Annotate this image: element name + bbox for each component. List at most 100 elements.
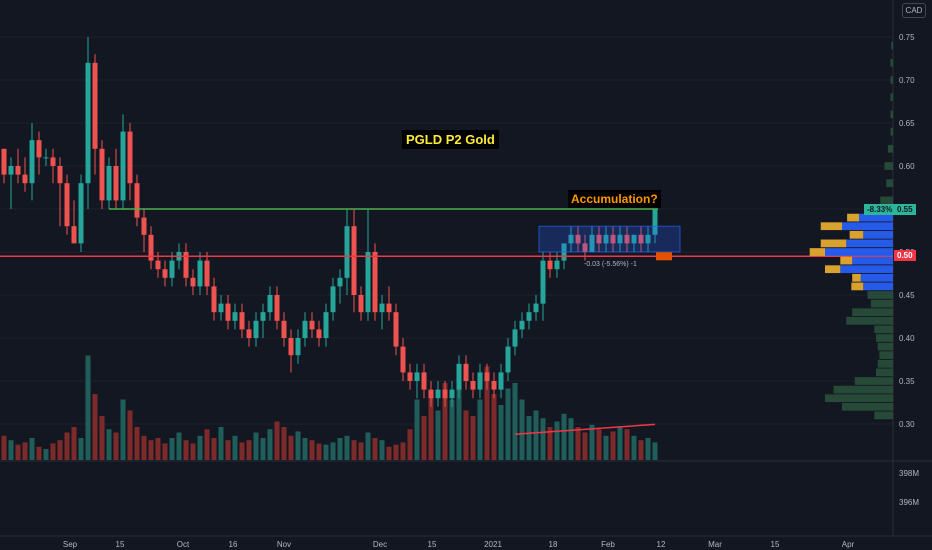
candle-body (85, 62, 91, 184)
candle-body (617, 234, 623, 244)
volume-bar (617, 427, 623, 460)
volume-bar (407, 429, 413, 460)
candle-body (477, 372, 483, 390)
volume-profile-bar (820, 239, 847, 248)
price-tick-label: 0.30 (899, 420, 915, 429)
volume-profile-bar (886, 179, 893, 188)
candle-body (645, 234, 651, 244)
candle-body (36, 140, 42, 158)
volume-bar (449, 399, 455, 460)
time-tick-label: 2021 (484, 540, 502, 549)
candle-body (330, 286, 336, 313)
candle-body (421, 372, 427, 390)
time-tick-label: Oct (177, 540, 190, 549)
volume-profile-bar (863, 282, 893, 291)
volume-bar (204, 429, 210, 460)
volume-bar (36, 446, 42, 460)
candle-body (638, 234, 644, 244)
candle-body (323, 312, 329, 338)
candle-body (624, 234, 630, 244)
candle-body (92, 62, 98, 149)
candle-body (148, 234, 154, 261)
volume-bar (71, 427, 77, 460)
volume-profile-bar (842, 222, 893, 231)
volume-downtrend-line (514, 423, 656, 435)
candle-body (379, 303, 385, 313)
volume-bar (176, 432, 182, 460)
candle-body (358, 295, 364, 313)
candle-body (449, 389, 455, 399)
range-measure-tag: -0.03 (-5.56%) -1 (584, 261, 637, 268)
volume-profile-bar (879, 351, 893, 360)
candle-body (407, 372, 413, 381)
candle-body (302, 320, 308, 338)
volume-profile-bar (852, 273, 861, 282)
volume-profile-bar (884, 162, 893, 170)
chart-title-annotation: PGLD P2 Gold (402, 130, 499, 149)
candle-body (155, 260, 161, 270)
volume-bar (344, 435, 350, 460)
volume-bar (183, 440, 189, 460)
volume-profile-bar (849, 230, 864, 239)
volume-bar (218, 427, 224, 460)
candle-body (484, 372, 490, 381)
volume-profile-bar (870, 299, 893, 308)
volume-profile-bar (840, 265, 893, 274)
candle-body (78, 183, 84, 244)
volume-profile-bar (890, 93, 893, 102)
time-tick-label: 18 (549, 540, 558, 549)
volume-bar (414, 399, 420, 460)
volume-profile-bar (874, 325, 893, 334)
candle-body (589, 234, 595, 252)
volume-bar (540, 418, 546, 460)
volume-profile-bar (876, 334, 893, 342)
candle-body (575, 234, 581, 244)
volume-bar (309, 440, 315, 460)
candle-body (603, 234, 609, 244)
candle-body (400, 346, 406, 373)
volume-bar (470, 416, 476, 460)
volume-bar (323, 444, 329, 460)
candle-body (498, 372, 504, 390)
candle-body (246, 329, 252, 338)
candle-body (190, 277, 196, 287)
volume-profile-bar (860, 273, 893, 282)
volume-bar (246, 440, 252, 460)
volume-profile-bar (877, 342, 893, 351)
volume-bar (337, 438, 343, 460)
candle-body (568, 234, 574, 244)
candle-body (512, 329, 518, 347)
candle-body (43, 157, 49, 159)
candle-body (267, 295, 273, 313)
volume-bar (575, 427, 581, 460)
volume-profile-bar (847, 213, 859, 222)
candle-body (414, 372, 420, 381)
volume-bar (134, 427, 140, 460)
currency-button[interactable]: CAD (902, 3, 926, 18)
volume-bar (484, 366, 490, 460)
candle-body (197, 260, 203, 287)
volume-bar (491, 394, 497, 460)
volume-bar (141, 435, 147, 460)
candle-body (519, 320, 525, 330)
candle-body (596, 234, 602, 244)
volume-bar (211, 438, 217, 460)
volume-bar (498, 405, 504, 460)
time-tick-label: Dec (373, 540, 387, 549)
volume-bar (365, 432, 371, 460)
candle-body (274, 295, 280, 321)
volume-bar (197, 435, 203, 460)
candle-body (99, 148, 105, 201)
volume-bar (456, 372, 462, 460)
time-tick-label: 15 (771, 540, 780, 549)
candle-body (631, 234, 637, 244)
volume-bar (631, 435, 637, 460)
volume-bar (372, 438, 378, 460)
percent-change-badge: -8.33% (864, 204, 896, 215)
candle-body (232, 312, 238, 321)
volume-profile-bar (820, 222, 842, 231)
volume-bar (302, 438, 308, 460)
candle-body (204, 260, 210, 287)
price-tick-label: 0.60 (899, 162, 915, 171)
